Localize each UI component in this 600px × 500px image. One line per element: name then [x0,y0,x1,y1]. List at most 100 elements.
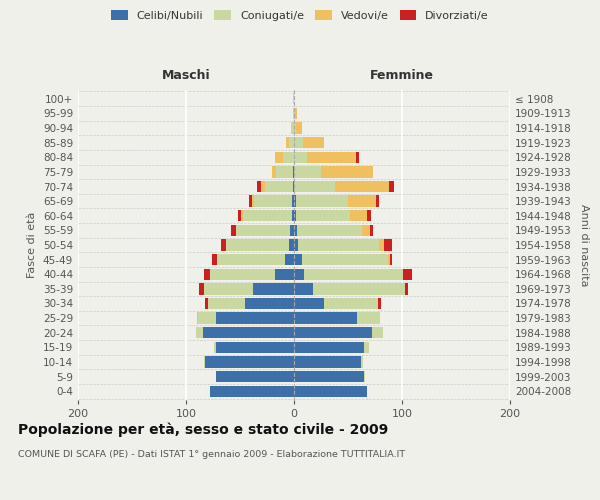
Bar [210,268,275,280]
Bar [405,283,409,294]
Legend: Celibi/Nubili, Coniugati/e, Vedovi/e, Divorziati/e: Celibi/Nubili, Coniugati/e, Vedovi/e, Di… [107,6,493,25]
Bar [210,386,294,397]
Bar [243,210,292,222]
Bar [275,268,294,280]
Bar [294,312,356,324]
Bar [238,210,241,222]
Bar [302,254,388,266]
Bar [272,166,275,177]
Bar [217,254,286,266]
Bar [293,108,294,119]
Bar [214,342,216,353]
Y-axis label: Anni di nascita: Anni di nascita [578,204,589,286]
Text: Femmine: Femmine [370,69,434,82]
Bar [390,254,392,266]
Text: COMUNE DI SCAFA (PE) - Dati ISTAT 1° gennaio 2009 - Elaborazione TUTTITALIA.IT: COMUNE DI SCAFA (PE) - Dati ISTAT 1° gen… [18,450,405,459]
Bar [216,342,294,353]
Bar [294,342,364,353]
Bar [295,108,297,119]
Bar [289,240,294,250]
Bar [198,312,216,324]
Bar [216,371,294,382]
Bar [356,312,380,324]
Bar [294,327,372,338]
Bar [403,268,412,280]
Bar [265,181,293,192]
Text: Maschi: Maschi [161,69,211,82]
Bar [313,283,405,294]
Bar [372,327,383,338]
Bar [294,298,324,309]
Bar [335,181,389,192]
Bar [241,210,243,222]
Bar [199,283,205,294]
Bar [294,268,304,280]
Bar [212,254,217,266]
Bar [293,93,294,104]
Bar [197,312,198,324]
Bar [292,196,294,207]
Bar [294,152,307,163]
Bar [383,240,392,250]
Bar [378,298,382,309]
Bar [364,342,368,353]
Bar [294,196,296,207]
Bar [275,152,283,163]
Bar [296,196,348,207]
Bar [216,312,294,324]
Bar [324,298,378,309]
Bar [294,166,321,177]
Bar [294,137,302,148]
Bar [289,137,294,148]
Bar [294,122,296,134]
Bar [252,196,254,207]
Bar [294,181,335,192]
Bar [253,283,294,294]
Bar [361,356,363,368]
Y-axis label: Fasce di età: Fasce di età [28,212,37,278]
Bar [254,196,292,207]
Bar [376,196,379,207]
Bar [304,268,403,280]
Bar [293,166,294,177]
Bar [307,152,356,163]
Bar [294,386,367,397]
Bar [226,240,289,250]
Bar [388,254,390,266]
Bar [292,210,294,222]
Bar [298,240,379,250]
Bar [294,108,295,119]
Bar [283,152,294,163]
Bar [364,371,365,382]
Bar [294,210,296,222]
Bar [205,356,294,368]
Bar [236,224,290,236]
Bar [232,224,236,236]
Bar [205,298,208,309]
Bar [350,210,367,222]
Bar [296,122,302,134]
Bar [245,298,294,309]
Bar [321,166,373,177]
Bar [296,210,350,222]
Bar [221,240,226,250]
Bar [294,283,313,294]
Bar [294,224,297,236]
Bar [293,181,294,192]
Bar [203,327,294,338]
Bar [257,181,260,192]
Bar [294,254,302,266]
Bar [379,240,383,250]
Bar [286,137,289,148]
Bar [208,298,245,309]
Bar [196,327,203,338]
Bar [248,196,252,207]
Bar [370,224,373,236]
Text: Popolazione per età, sesso e stato civile - 2009: Popolazione per età, sesso e stato civil… [18,422,388,437]
Bar [205,283,253,294]
Bar [290,224,294,236]
Bar [294,371,364,382]
Bar [294,240,298,250]
Bar [291,122,294,134]
Bar [356,152,359,163]
